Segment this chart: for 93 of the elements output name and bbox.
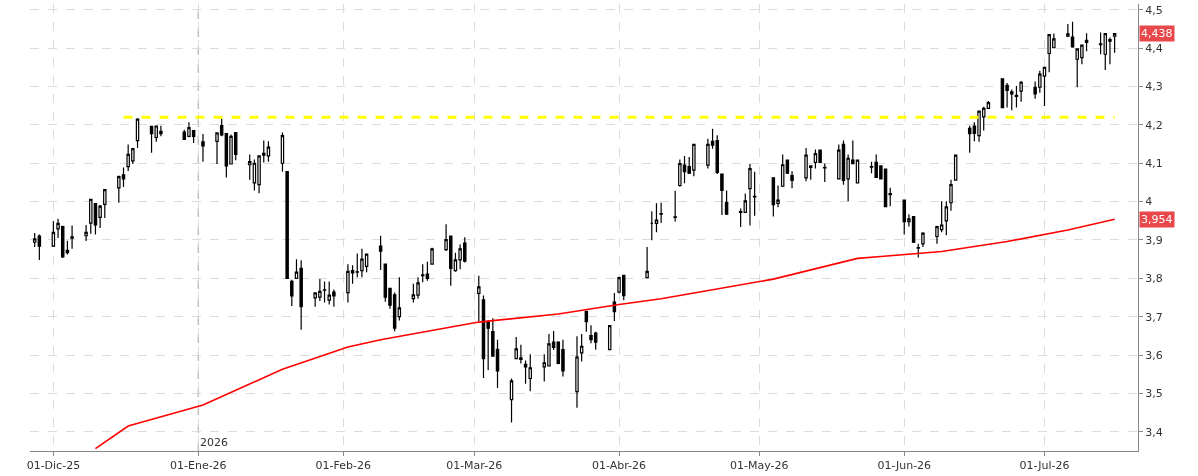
candlestick: [93, 202, 98, 236]
candlestick: [1112, 32, 1117, 54]
x-tick-label: 01-May-26: [730, 459, 789, 473]
candlestick: [673, 190, 677, 223]
candlestick: [1103, 32, 1108, 71]
candlestick: [430, 247, 434, 265]
candlestick: [654, 202, 659, 233]
annotation: 3,954: [1141, 213, 1173, 226]
candlestick: [621, 274, 626, 301]
candlestick: [678, 158, 682, 188]
y-tick-label: 3,8: [1145, 272, 1163, 286]
x-tick-label: 01-Abr-26: [592, 459, 647, 473]
candlestick: [645, 246, 649, 279]
candlestick: [299, 259, 303, 331]
y-tick-label: 4,1: [1145, 157, 1163, 171]
y-tick-label: 3,9: [1145, 233, 1163, 247]
candlestick: [771, 177, 776, 218]
candlestick: [84, 224, 88, 242]
candlestick: [201, 133, 205, 163]
candlestick: [607, 324, 612, 351]
candlestick: [51, 220, 56, 248]
candlestick: [579, 333, 584, 363]
candlestick: [738, 207, 743, 228]
y-tick-label: 4: [1145, 195, 1153, 209]
x-tick-label: 01-Feb-26: [315, 459, 371, 473]
annotation: 4,438: [1141, 27, 1173, 40]
candlestick: [32, 232, 37, 248]
candlestick: [135, 117, 140, 149]
candlestick: [224, 133, 229, 179]
y-tick-label: 4,4: [1145, 41, 1163, 55]
candlestick: [748, 163, 752, 226]
candlestick: [420, 263, 425, 283]
candlestick: [790, 170, 794, 189]
candlestick: [425, 261, 430, 282]
candlestick: [752, 171, 757, 217]
candlestick: [252, 158, 257, 192]
candlestick: [584, 310, 589, 333]
candlestick: [397, 276, 402, 322]
candlestick: [575, 335, 579, 409]
candlestick: [823, 163, 827, 183]
y-tick-label: 3,7: [1145, 310, 1163, 324]
candlestick: [1010, 88, 1014, 111]
candlestick: [346, 263, 350, 304]
ref-line-label: 2026: [200, 436, 228, 449]
candlestick: [233, 131, 238, 161]
candlestick: [724, 189, 729, 216]
candlestick: [1042, 66, 1047, 107]
candlestick: [659, 202, 663, 224]
candlestick: [921, 231, 925, 248]
candlestick: [949, 179, 953, 212]
candlestick: [360, 248, 364, 278]
candlestick: [813, 148, 818, 170]
candlestick: [1014, 85, 1019, 109]
y-tick-label: 3,6: [1145, 348, 1163, 362]
candlestick: [1070, 21, 1075, 49]
candlestick: [1005, 82, 1009, 109]
candlestick: [290, 279, 294, 307]
candlestick: [916, 243, 921, 259]
y-tick-label: 3,4: [1145, 425, 1163, 439]
candlestick: [285, 170, 289, 279]
y-tick-label: 3,5: [1145, 387, 1163, 401]
candlestick: [780, 153, 785, 188]
candlestick: [743, 192, 748, 213]
candlestick: [720, 173, 724, 216]
candlestick: [70, 224, 74, 250]
x-tick-label: 01-Jun-26: [877, 459, 932, 473]
y-tick-label: 4,5: [1145, 3, 1163, 17]
candlestick: [280, 131, 285, 173]
x-tick-label: 01-Jul-26: [1019, 459, 1070, 473]
candlestick: [266, 140, 271, 163]
candlestick: [416, 276, 420, 300]
x-tick-label: 01-Ene-26: [169, 459, 227, 473]
candlestick: [103, 189, 107, 219]
candlestick: [967, 125, 972, 154]
candlestick: [89, 198, 93, 235]
line-series: [94, 218, 1116, 450]
y-tick-label: 4,3: [1145, 80, 1163, 94]
candlestick: [650, 210, 654, 241]
candlestick: [477, 275, 481, 322]
candlestick: [378, 235, 383, 271]
candlestick: [1019, 80, 1023, 103]
candlestick: [1084, 32, 1089, 52]
x-tick-label: 01-Dic-25: [26, 459, 81, 473]
y-tick-label: 4,2: [1145, 118, 1163, 132]
candlestick: [149, 125, 154, 154]
candlestick: [509, 377, 514, 424]
candlestick: [322, 280, 327, 304]
candlestick: [612, 292, 617, 322]
candlestick: [944, 200, 949, 236]
candlestick: [528, 353, 532, 392]
candlestick: [682, 155, 687, 184]
candlestick: [37, 234, 42, 261]
x-tick-label: 01-Mar-26: [446, 459, 503, 473]
